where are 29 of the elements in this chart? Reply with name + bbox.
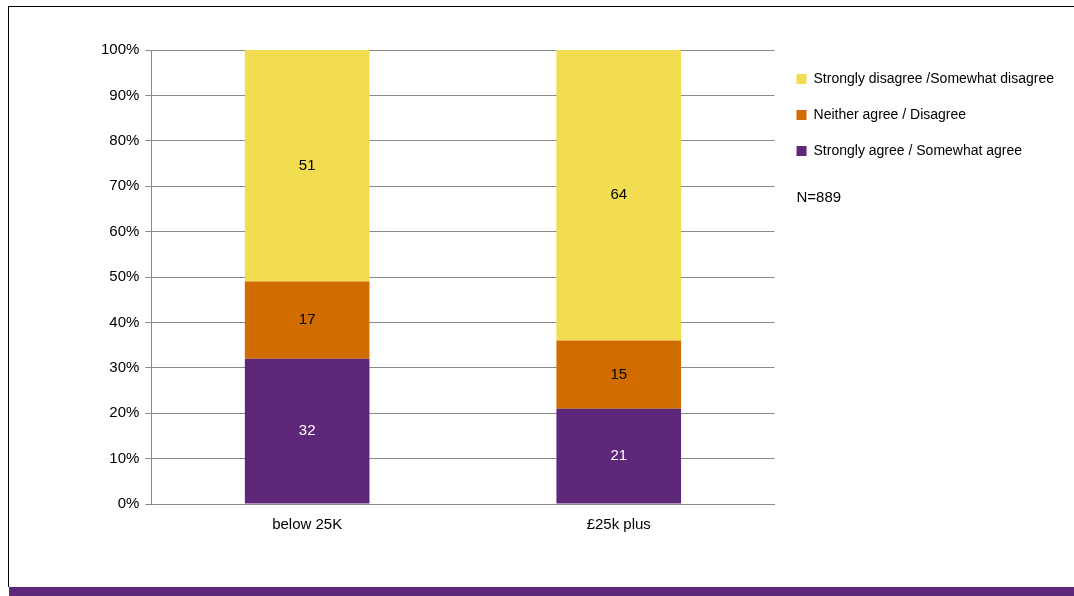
bar: [556, 408, 682, 504]
data-label: 51: [298, 155, 316, 173]
bar: [556, 50, 682, 341]
y-tick-label: 40%: [109, 312, 140, 330]
y-tick-label: 80%: [109, 130, 140, 148]
bar: [244, 358, 370, 504]
legend-label: Strongly agree / Somewhat agree: [813, 141, 1023, 158]
bar: [244, 281, 370, 359]
data-label: 32: [298, 421, 316, 439]
data-label: 15: [610, 364, 628, 382]
y-tick-label: 30%: [109, 357, 140, 375]
data-label: 21: [610, 446, 628, 464]
y-tick-label: 20%: [109, 403, 140, 421]
y-tick-label: 50%: [109, 267, 140, 285]
legend-label: Neither agree / Disagree: [813, 105, 967, 122]
y-tick-label: 60%: [109, 221, 140, 239]
y-tick-label: 0%: [117, 494, 140, 512]
bar: [244, 50, 370, 282]
y-tick-label: 100%: [100, 40, 140, 58]
x-tick-label: below 25K: [272, 515, 343, 533]
y-tick-label: 90%: [109, 85, 140, 103]
text: N=889: [796, 188, 842, 206]
data-label: 64: [610, 185, 628, 203]
y-tick-label: 70%: [109, 176, 140, 194]
data-label: 17: [298, 310, 316, 328]
legend-label: Strongly disagree /Somewhat disagree: [813, 69, 1055, 86]
y-tick-label: 10%: [109, 448, 140, 466]
x-tick-label: £25k plus: [586, 515, 651, 533]
bar: [556, 340, 682, 409]
